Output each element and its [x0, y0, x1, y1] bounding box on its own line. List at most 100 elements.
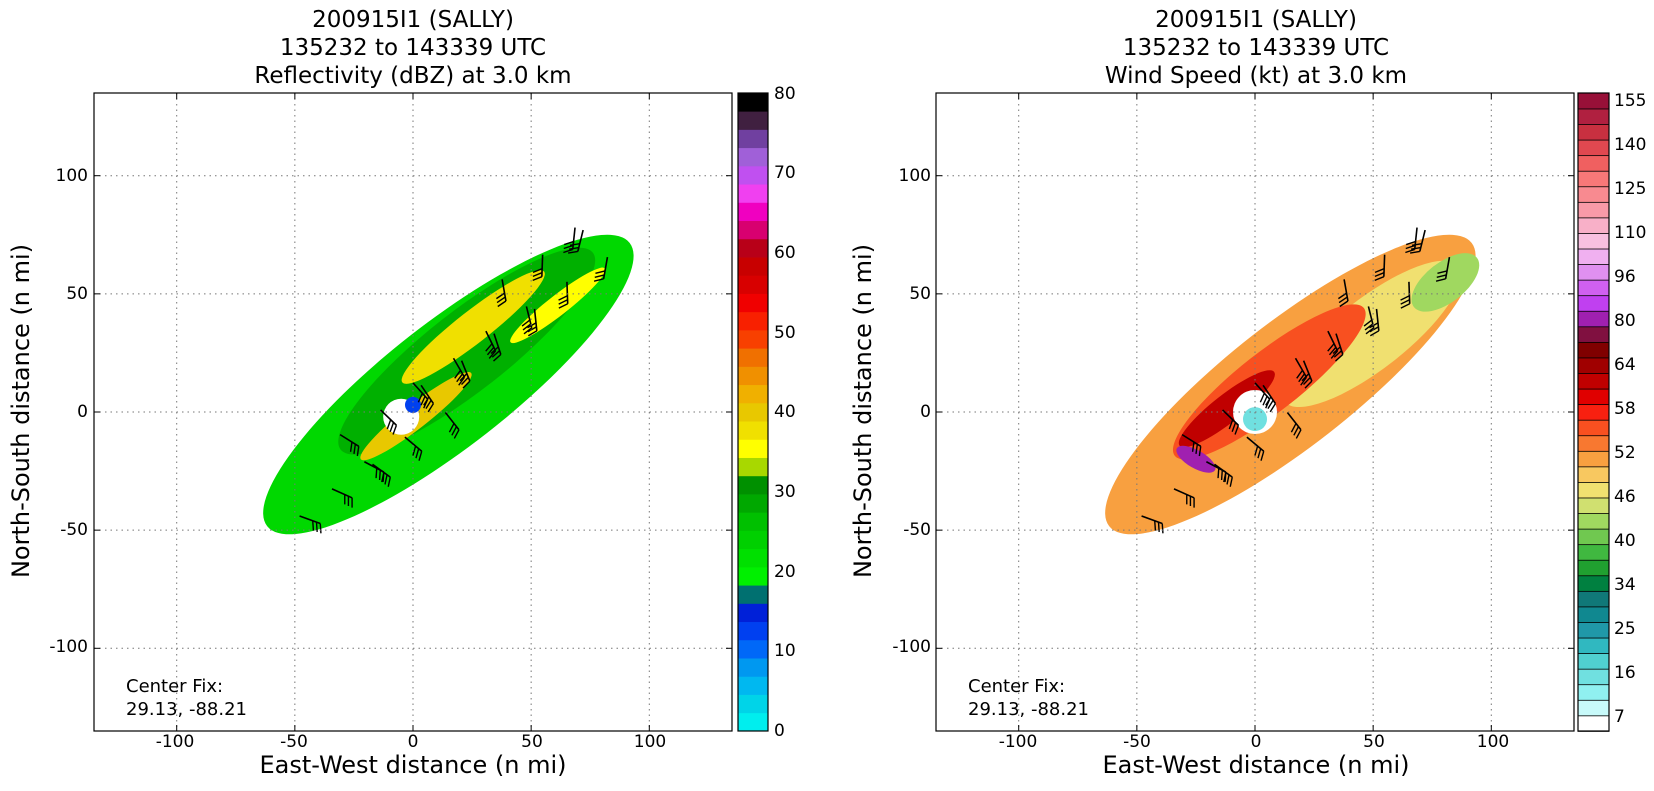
barb-flag — [427, 403, 434, 413]
barb-flag — [1223, 472, 1227, 483]
barb-flag — [417, 392, 424, 403]
barb-flag — [389, 422, 395, 432]
colorbar-segment — [738, 494, 768, 513]
barb-flag — [1374, 276, 1385, 282]
barb-flag — [568, 246, 579, 250]
barb-flag — [1411, 242, 1422, 247]
barb-flag — [497, 300, 507, 308]
barb-flag — [496, 296, 506, 304]
right-xtick-m100: -100 — [999, 732, 1038, 752]
barb-flag — [1409, 250, 1420, 254]
right-center-fix-value: 29.13, -88.21 — [968, 699, 1089, 720]
wind-barb — [1374, 254, 1386, 282]
barb-flag — [1193, 497, 1195, 508]
wind-barb — [459, 360, 471, 389]
barb-flag — [378, 470, 381, 481]
wind-barb — [527, 308, 538, 337]
barb-flag — [486, 346, 495, 356]
left-xtick-m100: -100 — [156, 732, 195, 752]
wind-barb — [593, 257, 609, 282]
left-cb-tick-10: 10 — [774, 641, 796, 661]
right-xtick-50: 50 — [1363, 732, 1385, 752]
colorbar-frame — [737, 92, 769, 732]
colorbar-segment — [738, 311, 768, 331]
colorbar-segment — [738, 238, 768, 258]
colorbar-segment — [738, 165, 768, 185]
colorbar-segment — [738, 402, 768, 422]
barb-flag — [1410, 246, 1421, 250]
colorbar-segment — [1577, 232, 1610, 250]
colorbar-segment — [1577, 497, 1610, 514]
wind-barb — [1409, 229, 1426, 254]
barb-flag — [1228, 419, 1234, 430]
barb-flag — [1405, 248, 1415, 254]
wind-barb — [380, 409, 398, 435]
barb-flag — [1436, 274, 1447, 278]
echo-field — [1105, 227, 1480, 535]
barb-flag — [1300, 376, 1308, 386]
barb-flag — [1189, 496, 1192, 507]
barb-flag — [1365, 327, 1375, 335]
right-center-fix-label: Center Fix: — [968, 676, 1065, 697]
barb-flag — [1254, 445, 1259, 456]
colorbar-segment — [738, 275, 768, 294]
barb-flag — [1198, 446, 1202, 457]
wind-barb — [1369, 308, 1380, 337]
barb-flag — [1220, 470, 1223, 481]
colorbar-segment — [738, 475, 768, 495]
colorbar-segment — [1577, 217, 1610, 234]
colorbar-segment — [1577, 326, 1610, 343]
colorbar-segment — [738, 384, 768, 404]
echo-field — [263, 227, 634, 535]
barb-flag — [1226, 474, 1230, 485]
barb-flag — [423, 396, 430, 406]
colorbar-segment — [738, 585, 768, 604]
barb-flag — [563, 248, 573, 254]
barb-flag — [558, 299, 568, 305]
colorbar-segment — [1577, 294, 1610, 312]
right-cb-tick-7: 7 — [1614, 707, 1625, 727]
colorbar-segment — [738, 530, 768, 550]
colorbar-segment — [1577, 201, 1610, 219]
barb-flag — [1269, 403, 1276, 413]
wind-barb — [1214, 463, 1233, 487]
barb-flag — [1260, 451, 1265, 461]
barb-flag — [1400, 303, 1411, 309]
grid — [94, 93, 732, 731]
colorbar-segment — [738, 93, 768, 112]
barb-flag — [1330, 350, 1339, 359]
tick-marks — [936, 93, 1574, 731]
barb-flag — [595, 270, 606, 275]
barb-flag — [1195, 444, 1199, 455]
left-center-fix-value: 29.13, -88.21 — [126, 699, 247, 720]
colorbar-segment — [738, 111, 768, 130]
barb-flag — [1217, 468, 1220, 479]
colorbar-segment — [1577, 185, 1610, 203]
barb-flag — [594, 274, 605, 278]
barb-flag — [1400, 299, 1410, 305]
barb-flag — [459, 373, 468, 382]
colorbar-segment — [738, 566, 768, 586]
left-cb-tick-80: 80 — [774, 84, 796, 104]
barb-flag — [356, 446, 360, 457]
wind-barb — [1181, 433, 1202, 457]
left-xtick-m50: -50 — [280, 732, 308, 752]
barb-flag — [1298, 373, 1306, 383]
barb-flag — [563, 244, 574, 250]
wind-barb — [339, 433, 360, 457]
colorbar-segment — [1577, 512, 1610, 530]
barb-flag — [521, 319, 531, 327]
left-cb-tick-0: 0 — [774, 721, 785, 741]
wind-barb — [1405, 227, 1418, 254]
right-title-line-1: 200915I1 (SALLY) — [1155, 7, 1357, 33]
barb-flag — [1363, 319, 1373, 327]
barb-flag — [1186, 494, 1188, 505]
colorbar-segment — [1577, 263, 1610, 281]
colorbar-segment — [1577, 528, 1610, 546]
barb-flag — [1262, 395, 1268, 406]
left-ylabel: North-South distance (n mi) — [7, 244, 35, 578]
colorbar-segment — [738, 712, 768, 732]
barb-flag — [392, 425, 398, 435]
barb-flag — [488, 350, 497, 359]
